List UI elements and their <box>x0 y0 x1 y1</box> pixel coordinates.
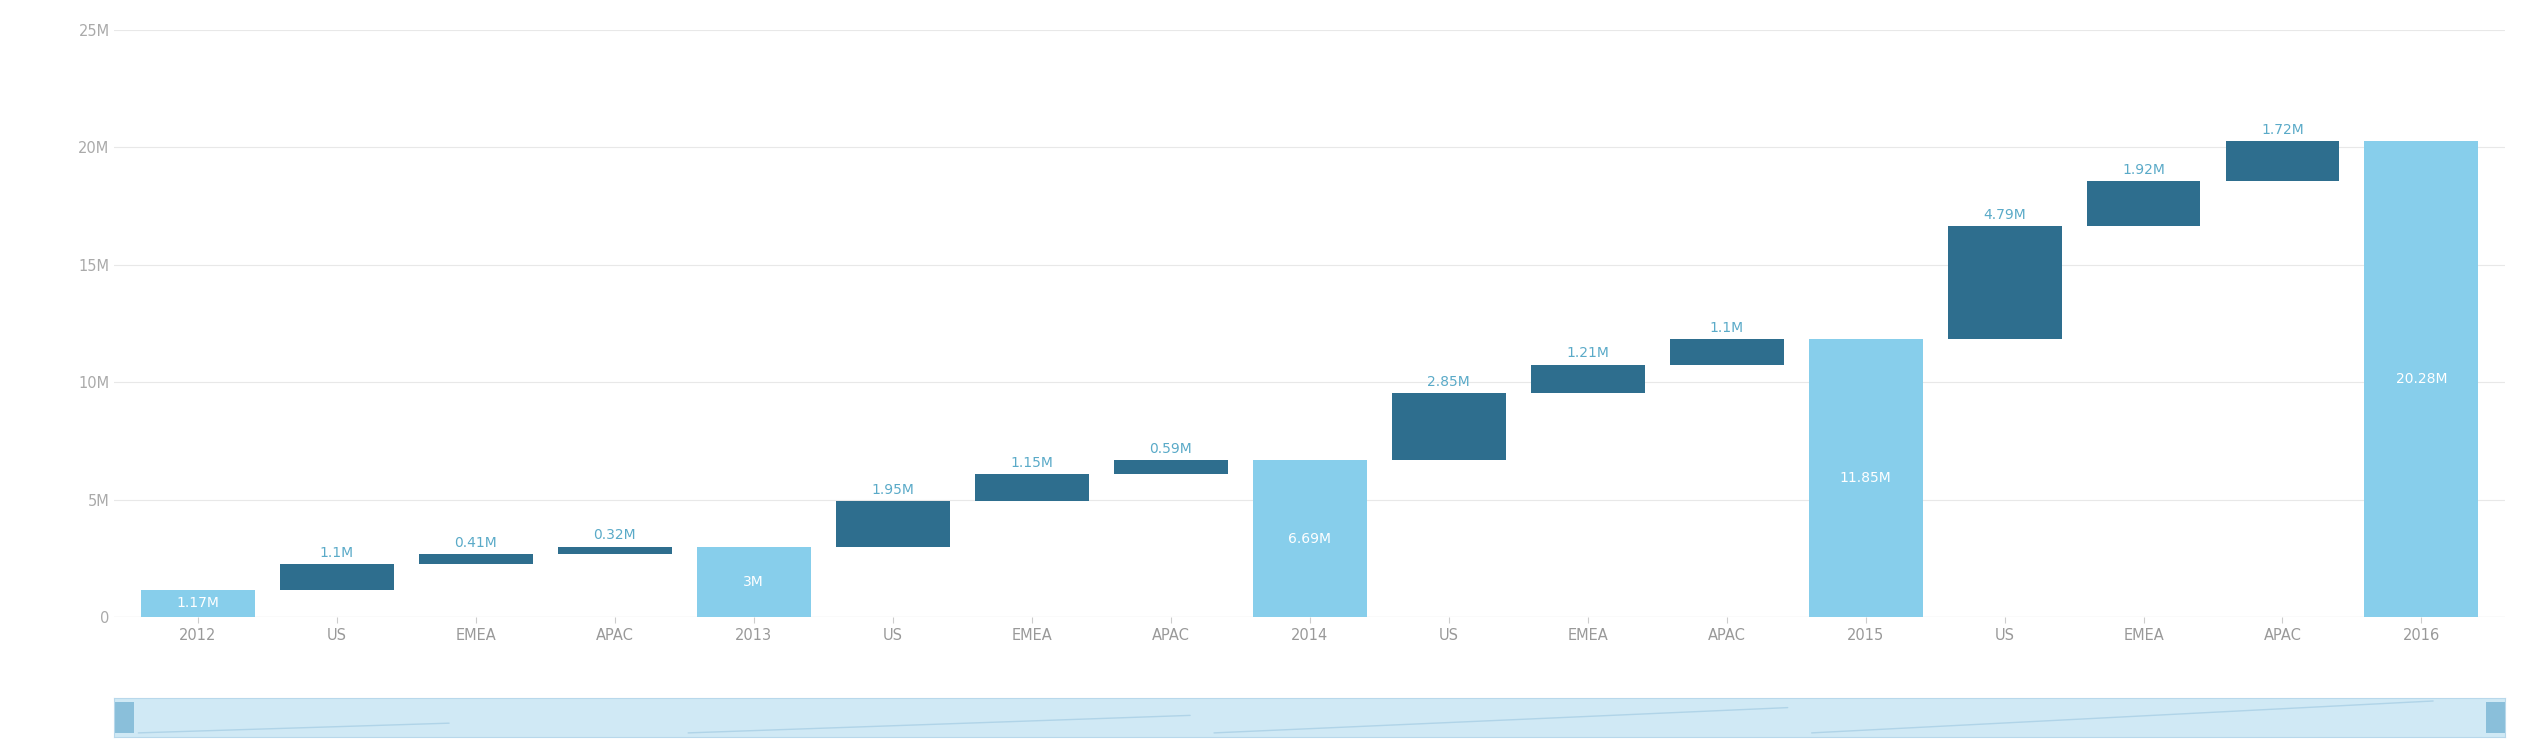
Text: 0.59M: 0.59M <box>1149 442 1193 456</box>
Bar <box>140 589 254 617</box>
Bar <box>114 702 135 733</box>
Text: 20.28M: 20.28M <box>2396 372 2446 386</box>
Bar <box>974 473 1088 501</box>
Bar <box>697 547 811 617</box>
Bar <box>1531 364 1645 393</box>
Text: 0.41M: 0.41M <box>455 536 496 550</box>
Bar <box>837 501 949 547</box>
Text: 1.15M: 1.15M <box>1010 456 1053 470</box>
Bar <box>420 554 534 564</box>
Bar <box>1254 460 1366 617</box>
Text: 1.1M: 1.1M <box>1709 321 1744 334</box>
Text: 4.79M: 4.79M <box>1984 208 2027 222</box>
Bar <box>1948 227 2062 339</box>
Bar <box>2085 181 2200 227</box>
Text: 1.72M: 1.72M <box>2261 123 2304 137</box>
Bar <box>1391 393 1505 460</box>
Bar <box>280 564 394 589</box>
Text: 1.17M: 1.17M <box>175 596 219 610</box>
Text: 2.85M: 2.85M <box>1427 375 1470 389</box>
Bar <box>1114 460 1228 473</box>
Text: 11.85M: 11.85M <box>1839 471 1892 485</box>
Bar <box>1808 339 1923 617</box>
Text: 1.95M: 1.95M <box>872 482 913 497</box>
Bar <box>557 547 671 554</box>
Text: 1.92M: 1.92M <box>2121 163 2164 177</box>
Text: 1.1M: 1.1M <box>320 545 353 560</box>
Text: 3M: 3M <box>743 575 763 589</box>
Text: 6.69M: 6.69M <box>1289 532 1330 545</box>
Bar <box>1671 339 1783 364</box>
Text: 0.32M: 0.32M <box>593 528 636 542</box>
Bar <box>2365 141 2479 617</box>
Bar <box>2485 702 2505 733</box>
Text: 1.21M: 1.21M <box>1566 346 1610 361</box>
Bar <box>2225 141 2340 181</box>
